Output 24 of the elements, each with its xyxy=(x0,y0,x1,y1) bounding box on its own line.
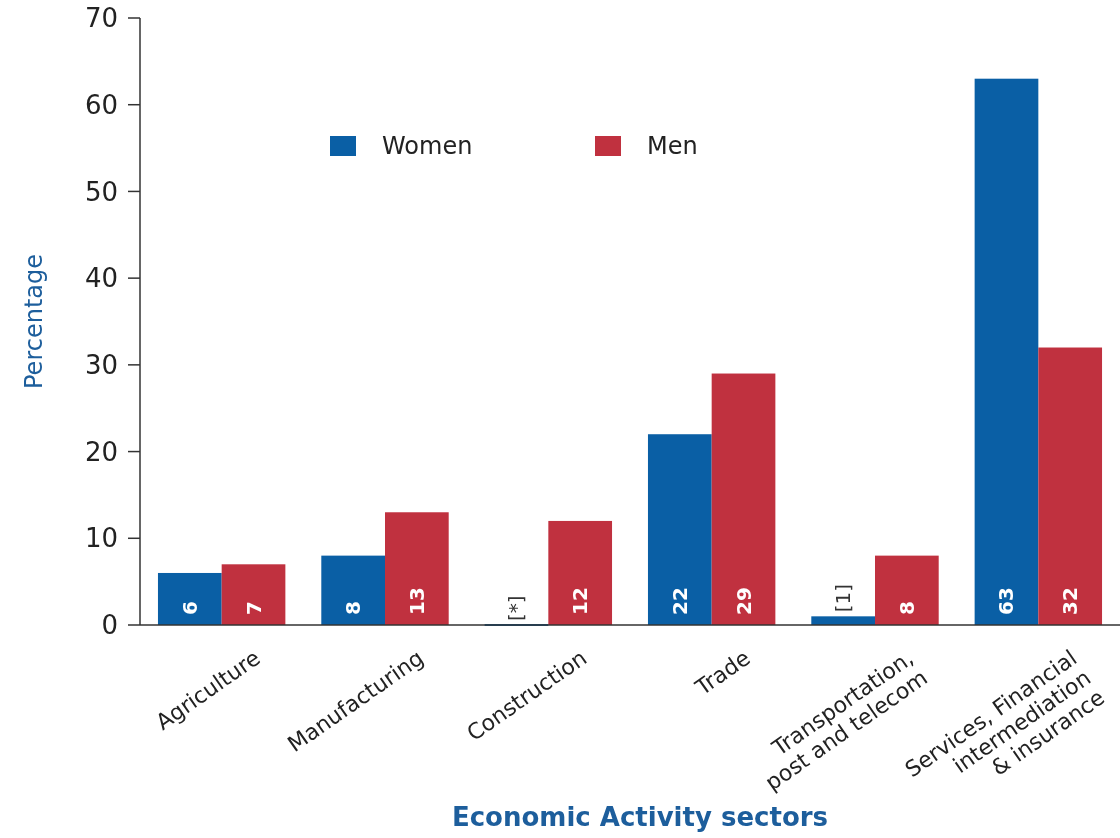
data-label: [*] xyxy=(504,595,529,621)
y-axis-title: Percentage xyxy=(20,253,48,390)
data-label: 32 xyxy=(1058,587,1083,615)
x-axis-title: Economic Activity sectors xyxy=(451,802,829,832)
data-label: 6 xyxy=(177,601,202,615)
data-label: 8 xyxy=(894,601,919,615)
data-label: 8 xyxy=(341,601,366,615)
y-tick-label: 40 xyxy=(84,263,118,294)
data-label: 29 xyxy=(731,587,756,615)
data-label: 22 xyxy=(667,587,692,615)
legend-label: Men xyxy=(647,132,698,161)
y-tick-label: 50 xyxy=(84,176,118,207)
data-label: 7 xyxy=(241,601,266,615)
y-tick-label: 70 xyxy=(84,3,118,34)
y-tick-label: 0 xyxy=(101,610,118,641)
y-tick-label: 30 xyxy=(84,349,118,380)
data-label: 63 xyxy=(994,587,1019,615)
data-label: 12 xyxy=(568,587,593,615)
legend-label: Women xyxy=(382,132,473,161)
y-tick-label: 20 xyxy=(84,436,118,467)
y-tick-label: 10 xyxy=(84,523,118,554)
y-tick-label: 60 xyxy=(84,89,118,120)
data-label: [1] xyxy=(831,583,856,613)
data-label: 13 xyxy=(404,587,429,615)
